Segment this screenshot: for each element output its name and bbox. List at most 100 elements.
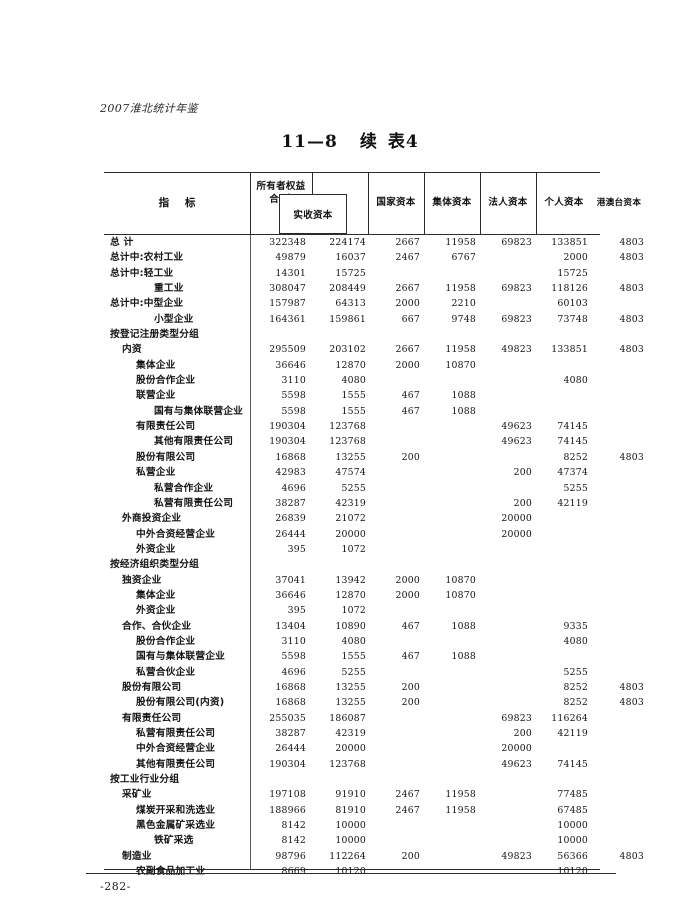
cell-paid_in_capital: 81910: [335, 804, 366, 816]
cell-hmt_capital: 4803: [619, 313, 644, 325]
row-label: 股份合作企业: [136, 635, 196, 647]
cell-owners_equity_total: 49879: [275, 252, 306, 264]
cell-paid_in_capital: 12870: [335, 589, 366, 601]
row-label: 中外合资经营企业: [136, 528, 216, 540]
cell-hmt_capital: 4803: [619, 850, 644, 862]
row-label: 黑色金属矿采选业: [136, 820, 216, 832]
cell-owners_equity_total: 26839: [275, 513, 306, 525]
cell-paid_in_capital: 186087: [329, 712, 366, 724]
table-top-rule: [104, 172, 600, 173]
cell-owners_equity_total: 190304: [269, 421, 306, 433]
cell-collective_capital: 2210: [451, 298, 476, 310]
cell-owners_equity_total: 295509: [269, 344, 306, 356]
cell-collective_capital: 11958: [445, 283, 476, 295]
column-header-state-capital: 国家资本: [376, 197, 416, 209]
table-row: 股份合作企业 3110 4080 4080: [104, 373, 600, 388]
cell-legal_person_capital: 49823: [501, 850, 532, 862]
column-header-hmt-capital: 港澳台资本: [596, 197, 642, 208]
table-row: 采矿业 197108 91910 2467 11958 77485: [104, 787, 600, 802]
row-label: 股份有限公司(内资): [136, 697, 225, 709]
cell-collective_capital: 10870: [445, 574, 476, 586]
cell-individual_capital: 2000: [563, 252, 588, 264]
row-label: 总计中:轻工业: [110, 267, 174, 279]
table-row: 联营企业 5598 1555 467 1088: [104, 388, 600, 403]
row-group-label: 按登记注册类型分组: [110, 329, 199, 341]
row-label: 私营合作企业: [154, 482, 214, 494]
cell-individual_capital: 74145: [557, 421, 588, 433]
cell-paid_in_capital: 123768: [329, 758, 366, 770]
table-row: 国有与集体联营企业 5598 1555 467 1088: [104, 649, 600, 664]
cell-state_capital: 667: [401, 313, 420, 325]
cell-paid_in_capital: 10000: [335, 835, 366, 847]
cell-paid_in_capital: 12870: [335, 359, 366, 371]
cell-owners_equity_total: 197108: [269, 789, 306, 801]
cell-owners_equity_total: 36646: [275, 589, 306, 601]
row-label: 私营合伙企业: [136, 666, 196, 678]
row-label: 独资企业: [122, 574, 162, 586]
cell-paid_in_capital: 208449: [329, 283, 366, 295]
table-row: 其他有限责任公司 190304 123768 49623 74145: [104, 434, 600, 449]
cell-state_capital: 2000: [395, 589, 420, 601]
cell-legal_person_capital: 200: [513, 728, 532, 739]
cell-collective_capital: 11958: [445, 344, 476, 356]
cell-collective_capital: 11958: [445, 789, 476, 801]
cell-individual_capital: 67485: [557, 804, 588, 816]
table-number: 11—8: [281, 132, 338, 152]
cell-owners_equity_total: 157987: [269, 298, 306, 310]
cell-paid_in_capital: 16037: [335, 252, 366, 264]
cell-owners_equity_total: 98796: [275, 850, 306, 862]
header-divider-1: [250, 173, 251, 234]
cell-individual_capital: 74145: [557, 436, 588, 448]
header-divider-4: [424, 173, 425, 234]
table-row: 农副食品加工业 8669 10120 10120: [104, 864, 600, 879]
cell-owners_equity_total: 38287: [275, 497, 306, 509]
cell-collective_capital: 1088: [451, 405, 476, 417]
row-label: 总计中:中型企业: [110, 298, 184, 310]
page-number: -282-: [100, 880, 131, 893]
row-label: 重工业: [154, 283, 184, 295]
page-title: 11—8 续表4: [0, 127, 700, 152]
cell-paid_in_capital: 1072: [341, 543, 366, 555]
cell-owners_equity_total: 5598: [281, 390, 306, 402]
row-label: 总计中:农村工业: [110, 252, 184, 264]
cell-owners_equity_total: 3110: [281, 375, 306, 387]
table-row: 外资企业 395 1072: [104, 603, 600, 618]
cell-paid_in_capital: 5255: [341, 482, 366, 494]
cell-owners_equity_total: 190304: [269, 758, 306, 770]
cell-paid_in_capital: 47574: [335, 467, 366, 479]
cell-paid_in_capital: 21072: [335, 513, 366, 525]
cell-legal_person_capital: 69823: [501, 283, 532, 295]
row-label: 制造业: [122, 850, 152, 862]
row-label: 私营企业: [136, 467, 176, 479]
cell-paid_in_capital: 159861: [329, 313, 366, 325]
cell-individual_capital: 133851: [551, 237, 588, 248]
cell-collective_capital: 1088: [451, 651, 476, 663]
table-row: 股份有限公司(内资) 16868 13255 200 8252 4803: [104, 695, 644, 710]
cell-individual_capital: 10000: [557, 835, 588, 847]
cell-individual_capital: 73748: [557, 313, 588, 325]
cell-owners_equity_total: 8669: [281, 866, 306, 878]
cell-paid_in_capital: 64313: [335, 298, 366, 310]
cell-hmt_capital: 4803: [619, 344, 644, 356]
cell-paid_in_capital: 10120: [335, 866, 366, 878]
cell-owners_equity_total: 36646: [275, 359, 306, 371]
cell-owners_equity_total: 26444: [275, 528, 306, 540]
cell-owners_equity_total: 255035: [269, 712, 306, 724]
cell-hmt_capital: 4803: [619, 283, 644, 295]
cell-individual_capital: 8252: [563, 697, 588, 709]
cell-individual_capital: 47374: [557, 467, 588, 479]
table-row: 股份有限公司 16868 13255 200 8252 4803: [104, 450, 644, 465]
cell-individual_capital: 8252: [563, 681, 588, 693]
cell-state_capital: 2467: [395, 789, 420, 801]
cell-hmt_capital: 4803: [619, 697, 644, 709]
cell-paid_in_capital: 4080: [341, 635, 366, 647]
cell-state_capital: 2667: [395, 344, 420, 356]
cell-owners_equity_total: 3110: [281, 635, 306, 647]
cell-paid_in_capital: 13255: [335, 681, 366, 693]
cell-state_capital: 467: [401, 390, 420, 402]
cell-hmt_capital: 4803: [619, 451, 644, 463]
cell-legal_person_capital: 69823: [501, 712, 532, 724]
cell-owners_equity_total: 4696: [281, 482, 306, 494]
cell-paid_in_capital: 13255: [335, 451, 366, 463]
cell-individual_capital: 8252: [563, 451, 588, 463]
